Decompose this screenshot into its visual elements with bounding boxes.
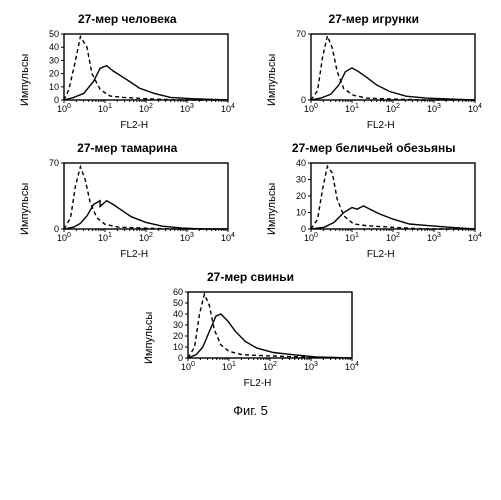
x-tick-label: 104: [468, 232, 482, 243]
x-axis-label: FL2-H: [31, 120, 237, 131]
chart-panel: 27-мер игрункиИмпульсы070100101102103104…: [264, 12, 484, 131]
y-tick-label: 50: [49, 29, 59, 39]
y-tick-label: 60: [172, 287, 182, 297]
x-axis-label: FL2-H: [278, 120, 484, 131]
histogram-series: [64, 167, 228, 229]
histogram-series: [311, 36, 475, 100]
x-tick-label: 100: [57, 103, 71, 114]
x-tick-label: 101: [98, 232, 112, 243]
histogram-series: [311, 68, 475, 100]
panel-grid: 27-мер человекаИмпульсы01020304050100101…: [12, 12, 489, 389]
x-tick-label: 102: [386, 103, 400, 114]
histogram-series: [188, 294, 352, 358]
x-tick-label: 100: [57, 232, 71, 243]
x-tick-label: 102: [139, 103, 153, 114]
x-tick-label: 101: [345, 103, 359, 114]
x-tick-label: 102: [386, 232, 400, 243]
chart-panel: 27-мер беличьей обезьяныИмпульсы01020304…: [264, 141, 484, 260]
x-axis-label: FL2-H: [31, 249, 237, 260]
panel-title: 27-мер игрунки: [264, 12, 484, 26]
panel-title: 27-мер тамарина: [17, 141, 237, 155]
x-tick-label: 100: [304, 103, 318, 114]
y-tick-label: 10: [172, 342, 182, 352]
x-tick-label: 102: [139, 232, 153, 243]
histogram-plot: 01020304050100101102103104: [31, 28, 237, 118]
y-tick-label: 20: [49, 69, 59, 79]
y-axis-label: Импульсы: [264, 157, 278, 260]
y-tick-label: 40: [49, 42, 59, 52]
histogram-plot: 070100101102103104: [278, 28, 484, 118]
figure-caption: Фиг. 5: [12, 403, 489, 418]
histogram-series: [64, 201, 228, 229]
chart-panel: 27-мер человекаИмпульсы01020304050100101…: [17, 12, 237, 131]
histogram-plot: 010203040100101102103104: [278, 157, 484, 247]
x-tick-label: 103: [180, 103, 194, 114]
x-tick-label: 103: [304, 361, 318, 372]
x-tick-label: 100: [304, 232, 318, 243]
y-tick-label: 40: [296, 158, 306, 168]
panel-title: 27-мер свиньи: [141, 270, 361, 284]
x-tick-label: 104: [468, 103, 482, 114]
x-tick-label: 100: [181, 361, 195, 372]
x-tick-label: 103: [427, 232, 441, 243]
histogram-series: [311, 206, 475, 229]
panel-title: 27-мер человека: [17, 12, 237, 26]
x-tick-label: 104: [345, 361, 359, 372]
x-tick-label: 101: [345, 232, 359, 243]
y-axis-label: Импульсы: [264, 28, 278, 131]
chart-panel: 27-мер свиньиИмпульсы0102030405060100101…: [141, 270, 361, 389]
x-tick-label: 101: [222, 361, 236, 372]
y-tick-label: 30: [172, 320, 182, 330]
histogram-series: [64, 66, 228, 100]
y-tick-label: 20: [172, 331, 182, 341]
x-tick-label: 104: [221, 103, 235, 114]
y-axis-label: Импульсы: [141, 286, 155, 389]
histogram-plot: 070100101102103104: [31, 157, 237, 247]
y-axis-label: Импульсы: [17, 28, 31, 131]
y-tick-label: 70: [296, 29, 306, 39]
y-tick-label: 30: [296, 175, 306, 185]
x-axis-label: FL2-H: [155, 378, 361, 389]
x-tick-label: 101: [98, 103, 112, 114]
y-axis-label: Импульсы: [17, 157, 31, 260]
y-tick-label: 50: [172, 298, 182, 308]
y-tick-label: 30: [49, 55, 59, 65]
x-tick-label: 104: [221, 232, 235, 243]
chart-panel: 27-мер тамаринаИмпульсы07010010110210310…: [17, 141, 237, 260]
x-tick-label: 103: [180, 232, 194, 243]
y-tick-label: 20: [296, 191, 306, 201]
x-tick-label: 103: [427, 103, 441, 114]
panel-title: 27-мер беличьей обезьяны: [264, 141, 484, 155]
histogram-plot: 0102030405060100101102103104: [155, 286, 361, 376]
y-tick-label: 70: [49, 158, 59, 168]
y-tick-label: 40: [172, 309, 182, 319]
y-tick-label: 10: [296, 208, 306, 218]
y-tick-label: 10: [49, 82, 59, 92]
x-axis-label: FL2-H: [278, 249, 484, 260]
x-tick-label: 102: [263, 361, 277, 372]
